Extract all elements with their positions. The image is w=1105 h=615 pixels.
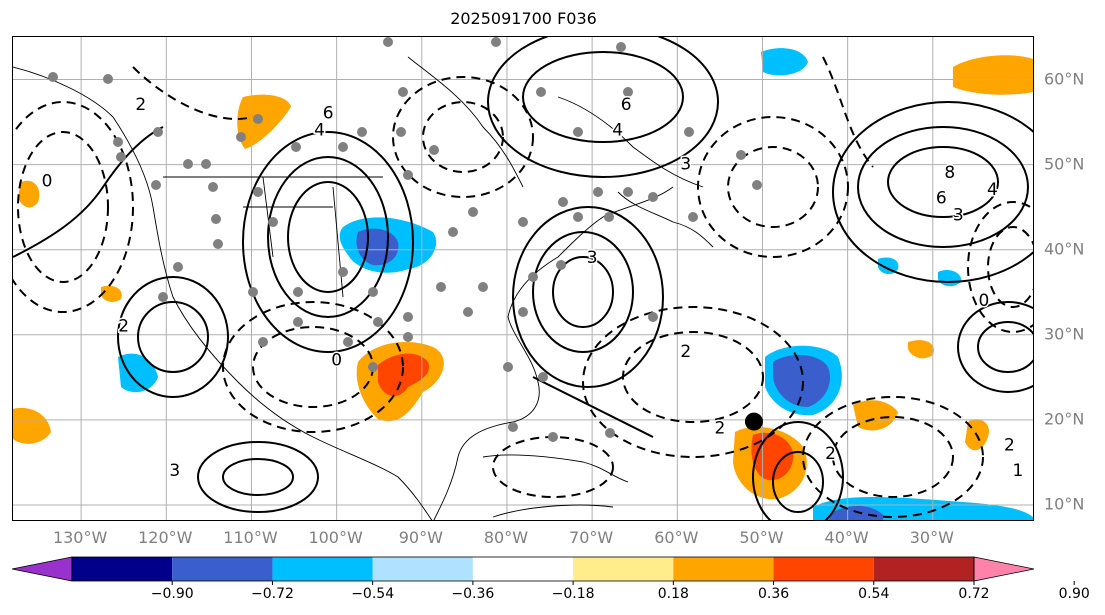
red-anomaly-mexico — [378, 353, 429, 397]
contour-label: 0 — [42, 172, 53, 192]
contour-label: 6 — [323, 104, 334, 124]
colorbar — [11, 556, 1075, 585]
orange-anomaly-ne — [953, 55, 1033, 95]
colorbar-tick-label: 0.90 — [1058, 586, 1090, 602]
contour-label: 2 — [118, 316, 129, 336]
contour-label: 0 — [978, 291, 989, 311]
solid-contours — [13, 37, 1033, 520]
colorbar-extend-high — [973, 556, 1035, 582]
longitude-label: 110°W — [223, 528, 278, 547]
colorbar-segment — [372, 557, 473, 581]
map-title: 2025091700 F036 — [450, 9, 597, 28]
contour-label: 2 — [1004, 435, 1015, 455]
colorbar-tick-label: −0.36 — [451, 586, 495, 602]
colorbar-segment — [873, 557, 974, 581]
longitude-label: 30°W — [909, 528, 954, 547]
colorbar-tick-label: −0.18 — [551, 586, 595, 602]
longitude-label: 70°W — [569, 528, 614, 547]
longitude-label: 80°W — [483, 528, 529, 547]
orange-anomaly-pacific-w — [13, 407, 51, 444]
orange-anomaly-gulf — [908, 340, 934, 359]
contour-label: 0 — [331, 350, 342, 370]
station-markers — [48, 37, 762, 442]
colorbar-tick-label: −0.72 — [250, 586, 294, 602]
contour-label: 2 — [714, 418, 725, 438]
contour-label: 6 — [936, 189, 947, 209]
blue-anomaly-pacific-w — [118, 353, 158, 393]
dashed-contours — [13, 56, 1033, 518]
contour-label: 2 — [680, 342, 691, 362]
colorbar-segment — [272, 557, 373, 581]
blue-anomaly-east — [878, 257, 899, 275]
colorbar-frame — [71, 556, 975, 582]
blue-anomaly-labrador — [761, 48, 808, 76]
colorbar-tick-label: 0.36 — [757, 586, 790, 602]
contour-label: 3 — [953, 206, 964, 226]
contour-label: 6 — [621, 95, 632, 115]
colorbar-segment — [673, 557, 774, 581]
colorbar-extend-low — [11, 556, 73, 582]
orange-anomaly-east — [853, 400, 898, 431]
orange-anomaly-canada — [237, 94, 291, 149]
contour-label: 3 — [169, 461, 180, 481]
anomaly-shading — [13, 48, 1033, 520]
contour-label: 3 — [680, 155, 691, 175]
colorbar-tick-label: 0.18 — [657, 586, 689, 602]
contour-label: 4 — [314, 121, 325, 141]
latitude-label: 30°N — [1044, 324, 1085, 344]
dark-blue-anomaly-bottom — [829, 505, 883, 520]
coastlines — [13, 56, 714, 520]
longitude-label: 90°W — [398, 528, 443, 547]
latitude-label: 20°N — [1044, 409, 1085, 429]
latitude-label: 50°N — [1044, 154, 1085, 174]
longitude-label: 130°W — [52, 528, 108, 547]
storm-center-marker — [744, 412, 763, 431]
colorbar-tick-label: −0.90 — [150, 586, 194, 602]
contour-label: 2 — [825, 444, 836, 464]
lat-lon-grid — [13, 37, 1033, 520]
contour-label: 2 — [135, 95, 146, 115]
longitude-label: 120°W — [138, 528, 193, 547]
longitude-label: 100°W — [308, 528, 363, 547]
colorbar-segment — [72, 557, 173, 581]
longitude-label: 40°W — [824, 528, 869, 547]
colorbar-segment — [773, 557, 874, 581]
contour-label: 3 — [587, 248, 598, 268]
orange-anomaly-pacific-s — [101, 285, 122, 302]
colorbar-segment — [172, 557, 273, 581]
orange-anomaly-pacific-n — [18, 180, 40, 208]
contour-label: 8 — [944, 163, 955, 183]
latitude-label: 60°N — [1044, 69, 1085, 89]
colorbar-tick-label: −0.54 — [351, 586, 395, 602]
contour-label: 4 — [987, 180, 998, 200]
colorbar-segment — [573, 557, 674, 581]
blue-anomaly-east2 — [938, 270, 962, 287]
colorbar-tick-label: 0.72 — [958, 586, 990, 602]
colorbar-tick-label: 0.54 — [858, 586, 890, 602]
latitude-label: 40°N — [1044, 239, 1085, 259]
longitude-label: 50°W — [739, 528, 784, 547]
latitude-label: 10°N — [1044, 494, 1085, 514]
colorbar-segment — [472, 557, 574, 581]
longitude-label: 60°W — [654, 528, 699, 547]
contour-label: 1 — [1013, 461, 1024, 481]
dark-blue-anomaly-atlantic — [773, 355, 831, 407]
contour-label: 4 — [612, 121, 623, 141]
